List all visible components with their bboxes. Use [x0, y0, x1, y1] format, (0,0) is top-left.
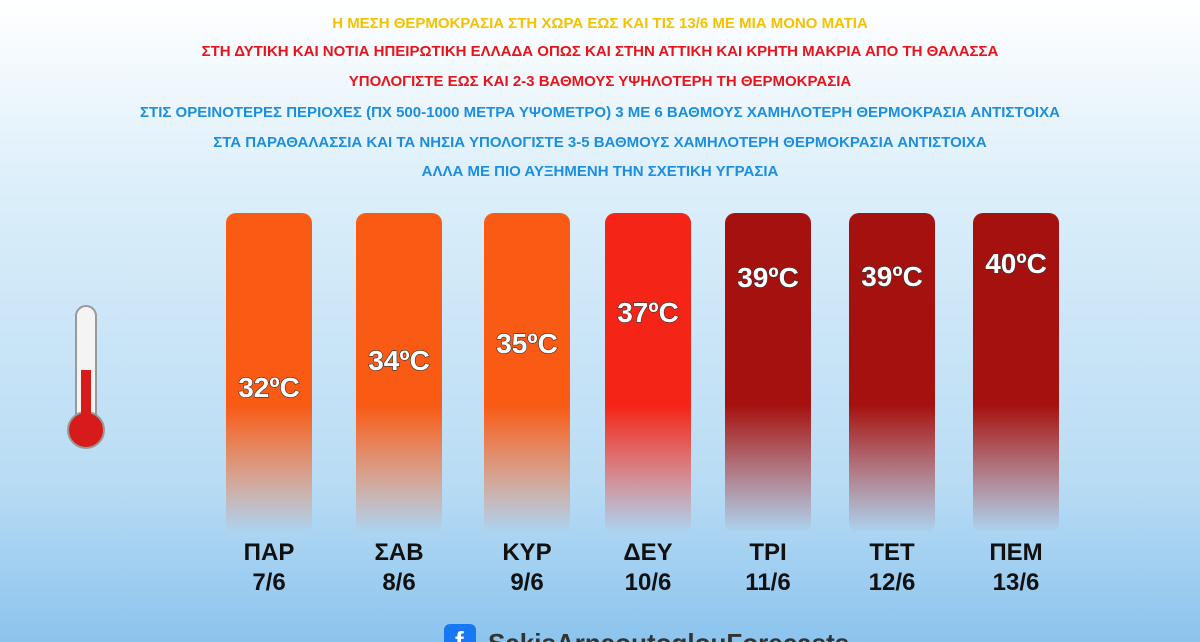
bar — [356, 213, 442, 533]
temperature: 37ºC — [617, 297, 679, 328]
bar — [484, 213, 570, 533]
header-line: ΥΠΟΛΟΓΙΣΤΕ ΕΩΣ ΚΑΙ 2-3 ΒΑΘΜΟΥΣ ΥΨΗΛΟΤΕΡΗ… — [349, 73, 852, 90]
date-label: 10/6 — [625, 569, 672, 596]
facebook-icon: f — [444, 624, 476, 642]
bar — [973, 213, 1059, 533]
day-label: ΚΥΡ — [502, 539, 551, 566]
date-label: 13/6 — [993, 569, 1040, 596]
temperature: 39ºC — [861, 261, 923, 292]
day-label: ΔΕΥ — [623, 539, 672, 566]
day-label: ΤΡΙ — [749, 539, 786, 566]
header-line: Η ΜΕΣΗ ΘΕΡΜΟΚΡΑΣΙΑ ΣΤΗ ΧΩΡΑ ΕΩΣ ΚΑΙ ΤΙΣ … — [332, 15, 868, 32]
date-label: 9/6 — [510, 569, 543, 596]
date-label: 7/6 — [252, 569, 285, 596]
header-line: ΣΤΙΣ ΟΡΕΙΝΟΤΕΡΕΣ ΠΕΡΙΟΧΕΣ (ΠΧ 500-1000 Μ… — [140, 104, 1060, 121]
temperature: 35ºC — [496, 328, 558, 359]
day-label: ΠΕΜ — [989, 539, 1042, 566]
temperature: 40ºC — [985, 248, 1047, 279]
footer: SakisArnaoutoglouForecasts — [488, 628, 849, 642]
bar — [725, 213, 811, 533]
header-line: ΑΛΛΑ ΜΕ ΠΙΟ ΑΥΞΗΜΕΝΗ ΤΗΝ ΣΧΕΤΙΚΗ ΥΓΡΑΣΙΑ — [422, 163, 779, 180]
day-label: ΣΑΒ — [374, 539, 423, 566]
header-line: ΣΤΗ ΔΥΤΙΚΗ ΚΑΙ ΝΟΤΙΑ ΗΠΕΙΡΩΤΙΚΗ ΕΛΛΑΔΑ Ο… — [202, 43, 999, 60]
header-line: ΣΤΑ ΠΑΡΑΘΑΛΑΣΣΙΑ ΚΑΙ ΤΑ ΝΗΣΙΑ ΥΠΟΛΟΓΙΣΤΕ… — [213, 134, 987, 151]
temperature: 34ºC — [368, 345, 430, 376]
date-label: 8/6 — [382, 569, 415, 596]
temperature: 39ºC — [737, 262, 799, 293]
svg-text:f: f — [455, 626, 464, 642]
day-label: ΠΑΡ — [244, 539, 295, 566]
temperature: 32ºC — [238, 372, 300, 403]
bar — [849, 213, 935, 533]
date-label: 12/6 — [869, 569, 916, 596]
thermometer — [67, 305, 105, 449]
day-label: ΤΕΤ — [869, 539, 915, 566]
bar — [226, 213, 312, 533]
bar — [605, 213, 691, 533]
date-label: 11/6 — [745, 569, 790, 596]
